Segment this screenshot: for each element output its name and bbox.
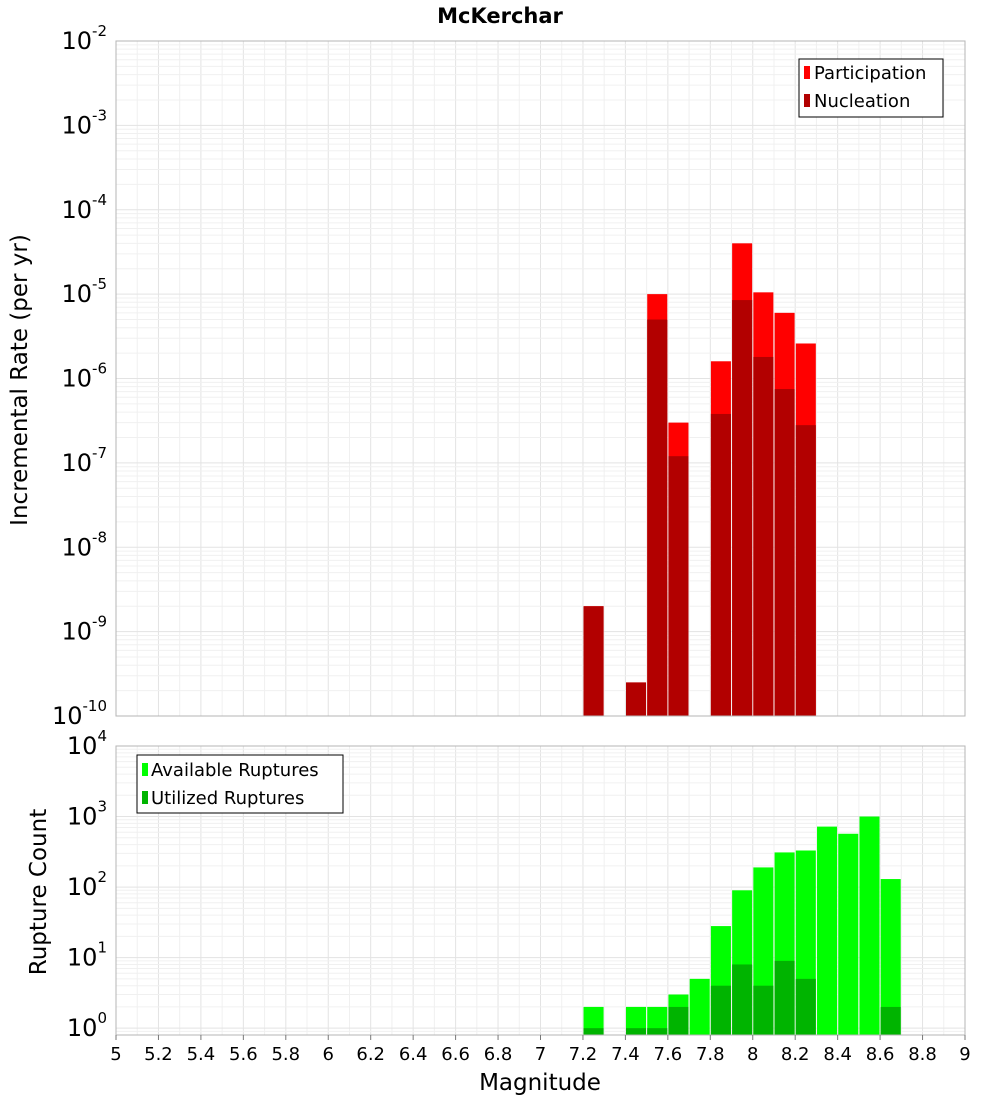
count-y-tick-label: 101 [67,939,107,972]
x-tick-label: 5.8 [271,1044,300,1065]
x-tick-label: 7.4 [611,1044,640,1065]
chart-title: McKerchar [437,4,563,28]
legend-swatch-utilized [142,791,148,804]
count-y-axis-label: Rupture Count [26,809,52,975]
magnitude-x-ticks: 5 5.2 5.4 5.6 5.8 6 6.2 6.4 6.6 6.8 7 7.2 7.4 7.6 7.8 8… [110,1035,971,1065]
legend-label-utilized: Utilized Ruptures [151,788,304,809]
x-tick-label: 5.6 [229,1044,258,1065]
x-tick-label: 7.6 [654,1044,683,1065]
x-tick-label: 5.4 [187,1044,216,1065]
rate-grid [115,41,966,717]
count-bar-series1 [859,816,880,1035]
count-bar-series1 [880,879,901,1035]
count-bar-series1 [583,1006,604,1035]
rate-bar-series2 [732,300,753,716]
rate-bar-series2 [774,389,795,716]
legend-label-nucleation: Nucleation [814,91,910,112]
rate-bar-series2 [583,606,604,716]
x-tick-label: 8 [747,1044,758,1065]
rate-y-tick-label: 10-10 [52,697,107,730]
count-panel: 100 101 102 103 104 5 5.2 5.4 5.6 5.8 6 6.2 6.4 6.6 6… [26,727,971,1096]
rate-bar-series2 [710,413,731,716]
rate-bar-series2 [647,319,668,716]
count-bar-series1 [689,978,710,1035]
x-tick-label: 8.6 [866,1044,895,1065]
rate-plot-border [115,40,966,717]
legend-swatch-available [142,763,148,776]
count-bar-series2 [795,978,816,1035]
rate-y-ticks: 10-10 10-9 10-8 10-7 10-6 10-5 10-4 10-3 10-2 [52,22,107,730]
count-bars [583,816,901,1035]
x-tick-label: 7.2 [569,1044,598,1065]
count-bar-series2 [668,1006,689,1035]
rate-y-axis-label: Incremental Rate (per yr) [7,234,33,526]
rate-y-tick-label: 10-3 [61,106,107,139]
count-bar-series2 [647,1028,668,1035]
x-tick-label: 6.2 [356,1044,385,1065]
count-y-tick-label: 100 [67,1009,107,1042]
x-tick-label: 8.8 [908,1044,937,1065]
count-y-tick-label: 102 [67,868,107,901]
count-y-tick-label: 103 [67,798,107,831]
x-tick-label: 6.8 [484,1044,513,1065]
rate-bar-series2 [626,682,647,716]
count-bar-series2 [710,985,731,1035]
rate-bar-series2 [795,425,816,716]
count-bar-series2 [732,964,753,1035]
count-bar-series2 [774,960,795,1035]
rate-y-tick-label: 10-6 [61,360,107,393]
legend-label-participation: Participation [814,63,926,84]
count-legend-box [136,754,344,814]
rate-y-tick-label: 10-5 [61,275,107,308]
x-tick-label: 6.6 [441,1044,470,1065]
count-bar-series2 [880,1006,901,1035]
x-tick-label: 7.8 [696,1044,725,1065]
rate-y-tick-label: 10-8 [61,528,107,561]
rate-legend: Participation Nucleation [798,58,944,118]
count-bar-series1 [817,826,838,1035]
x-tick-label: 8.4 [823,1044,852,1065]
rate-y-tick-label: 10-7 [61,444,107,477]
rate-y-tick-label: 10-2 [61,22,107,55]
x-tick-label: 7 [535,1044,546,1065]
count-bar-series1 [838,833,859,1035]
count-y-ticks: 100 101 102 103 104 [67,727,107,1042]
rate-y-tick-label: 10-9 [61,613,107,646]
rate-bars [583,243,816,717]
x-tick-label: 6.4 [399,1044,428,1065]
rate-bar-series2 [668,456,689,716]
count-y-tick-label: 104 [67,727,107,760]
legend-swatch-nucleation [804,94,810,107]
x-tick-label: 5.2 [144,1044,173,1065]
rate-panel: 10-10 10-9 10-8 10-7 10-6 10-5 10-4 10-3 10-2 In… [7,22,966,730]
count-bar-series1 [647,1006,668,1035]
count-bar-series1 [626,1006,647,1035]
x-tick-label: 9 [959,1044,970,1065]
x-tick-label: 6 [323,1044,334,1065]
x-axis-label: Magnitude [479,1070,601,1096]
count-bar-series2 [753,985,774,1035]
count-legend: Available Ruptures Utilized Ruptures [136,754,344,814]
rate-y-tick-label: 10-4 [61,191,107,224]
count-bar-series2 [583,1028,604,1035]
x-tick-label: 8.2 [781,1044,810,1065]
count-bar-series2 [626,1028,647,1035]
legend-swatch-participation [804,66,810,79]
x-tick-label: 5 [110,1044,121,1065]
legend-label-available: Available Ruptures [151,760,319,781]
rate-legend-box [798,58,944,118]
rate-bar-series2 [753,356,774,716]
